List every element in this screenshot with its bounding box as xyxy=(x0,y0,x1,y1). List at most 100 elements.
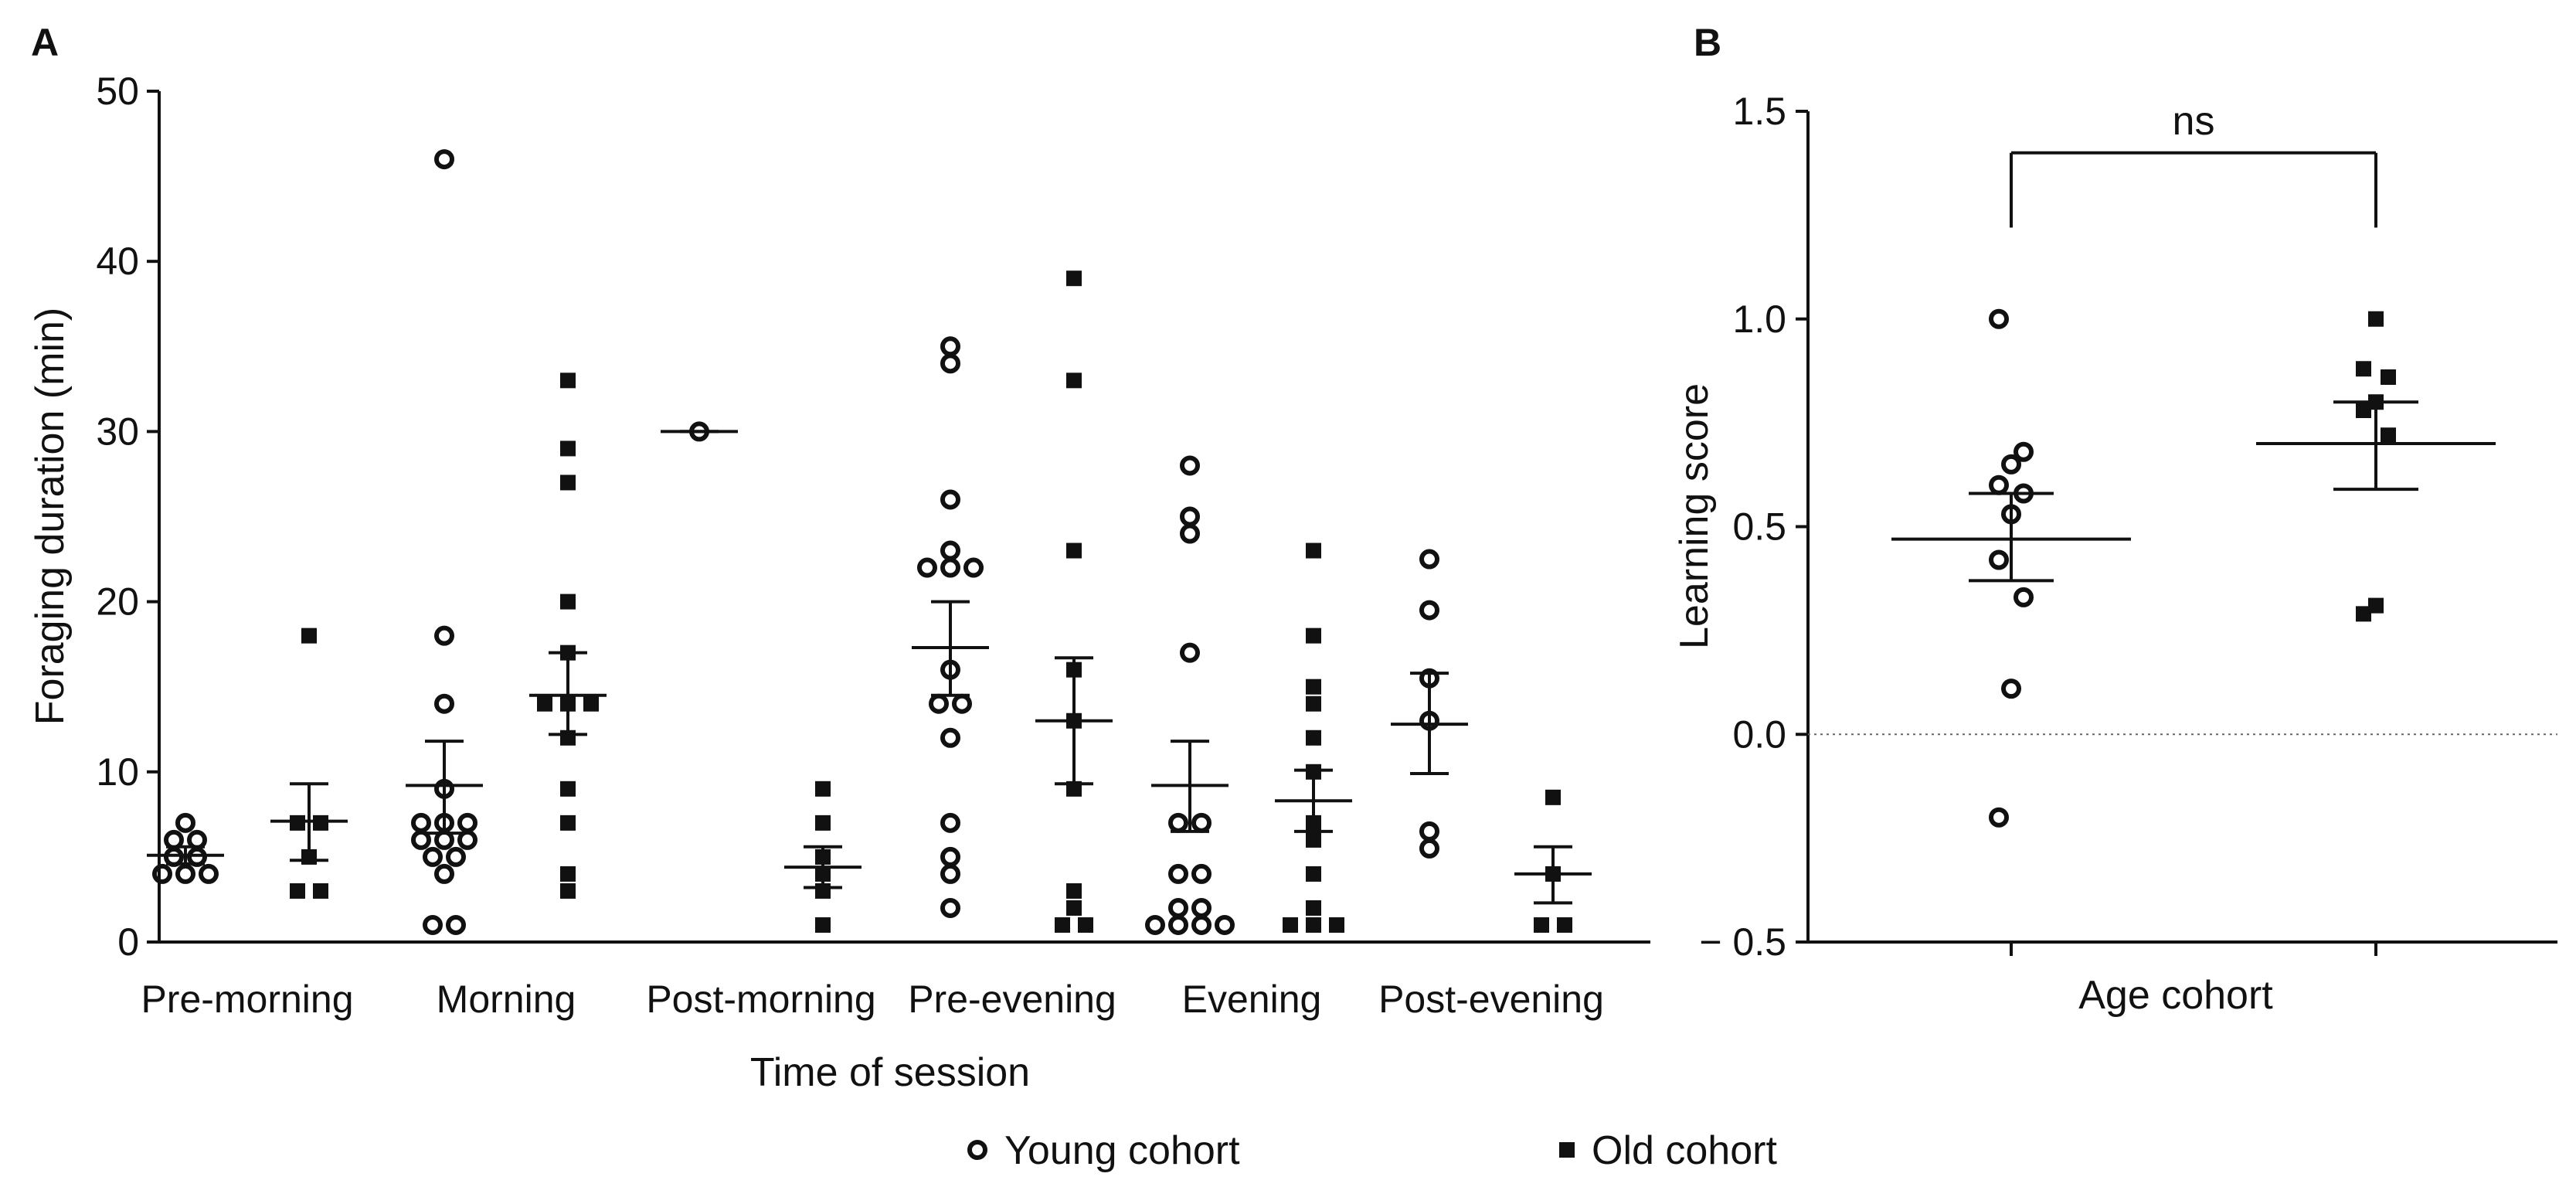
old-cohort-point xyxy=(815,917,831,933)
young-cohort-point xyxy=(940,727,960,748)
old-cohort-point xyxy=(1329,917,1344,933)
panel-a-x-tick-label: Pre-morning xyxy=(141,978,353,1021)
young-group xyxy=(912,336,989,918)
young-cohort-point xyxy=(1168,914,1188,935)
young-group xyxy=(147,812,224,884)
panel-b-marks xyxy=(1891,308,2496,828)
old-group xyxy=(784,781,861,933)
old-cohort-point xyxy=(560,594,576,610)
young-cohort-point xyxy=(952,693,972,714)
panel-b-y-tick-label: 0.0 xyxy=(1732,713,1786,756)
panel-a-y-tick-label: 10 xyxy=(96,750,139,794)
young-cohort-point xyxy=(1419,600,1439,621)
young-cohort-point xyxy=(423,846,443,867)
young-cohort-point xyxy=(434,863,454,884)
young-cohort-point xyxy=(434,149,454,170)
old-cohort-point xyxy=(1306,866,1321,882)
panel-b-y-tick-label: − 0.5 xyxy=(1699,920,1786,964)
old-cohort-point xyxy=(1306,696,1321,712)
young-cohort-point xyxy=(446,914,466,935)
old-cohort-point xyxy=(1306,730,1321,746)
young-cohort-point xyxy=(1180,455,1200,476)
young-group xyxy=(406,149,483,935)
panel-a-y-tick-label: 0 xyxy=(117,920,139,964)
old-learning-point xyxy=(2356,606,2371,622)
young-cohort-point xyxy=(940,557,960,578)
young-cohort-point xyxy=(1419,838,1439,859)
old-cohort-point xyxy=(1066,372,1082,389)
panel-a-marks xyxy=(147,149,1592,935)
old-group xyxy=(270,628,348,899)
old-cohort-point xyxy=(1557,917,1572,933)
old-cohort-point xyxy=(583,696,599,712)
old-cohort-point xyxy=(290,883,305,899)
panel-b-x-ticks xyxy=(2010,942,2377,956)
young-cohort-point xyxy=(152,863,172,884)
panel-a-x-tick-label: Morning xyxy=(437,978,576,1021)
panel-a: A Foraging duration (min) Time of sessio… xyxy=(28,21,1650,1095)
legend-old-marker xyxy=(1559,1142,1575,1158)
panel-a-y-ticks: 0 10 20 30 40 50 xyxy=(96,70,159,964)
old-learning-point xyxy=(2356,403,2371,418)
legend: Young cohort Old cohort xyxy=(967,1128,1777,1173)
significance-label: ns xyxy=(2173,99,2215,144)
old-learning-group xyxy=(2256,311,2496,622)
young-cohort-point xyxy=(1145,914,1165,935)
young-group xyxy=(1391,549,1468,859)
panel-a-y-title: Foraging duration (min) xyxy=(28,308,73,725)
old-cohort-point xyxy=(1066,883,1082,899)
young-cohort-point xyxy=(940,863,960,884)
young-learning-group xyxy=(1891,308,2131,828)
old-cohort-point xyxy=(1306,679,1321,695)
panel-a-x-tick-label: Post-morning xyxy=(646,978,875,1021)
old-group xyxy=(1035,270,1113,933)
young-cohort-point xyxy=(940,846,960,867)
young-group xyxy=(661,421,738,442)
old-cohort-point xyxy=(815,781,831,797)
old-learning-point xyxy=(2381,427,2396,444)
old-cohort-point xyxy=(1078,917,1093,933)
young-cohort-point xyxy=(1191,914,1212,935)
panel-b-x-title: Age cohort xyxy=(2078,973,2273,1018)
young-cohort-point xyxy=(1191,897,1212,918)
young-cohort-point xyxy=(940,812,960,833)
young-cohort-point xyxy=(1180,506,1200,527)
young-cohort-point xyxy=(1419,549,1439,570)
young-cohort-point xyxy=(434,625,454,646)
old-cohort-point xyxy=(313,883,328,899)
old-cohort-point xyxy=(1306,542,1321,559)
legend-young-marker xyxy=(967,1140,987,1160)
young-learning-point xyxy=(1989,807,2009,828)
panel-a-y-tick-label: 40 xyxy=(96,240,139,283)
panel-b-letter: B xyxy=(1694,21,1721,64)
panel-a-letter: A xyxy=(31,21,59,64)
old-cohort-point xyxy=(1306,900,1321,916)
young-learning-point xyxy=(2014,587,2034,607)
young-cohort-point xyxy=(1191,863,1212,884)
young-cohort-point xyxy=(423,914,443,935)
panel-b: B Learning score Age cohort ns − 0.5 0.0 0… xyxy=(1672,21,2557,1018)
young-cohort-point xyxy=(1168,897,1188,918)
young-cohort-point xyxy=(434,693,454,714)
panel-a-y-tick-label: 20 xyxy=(96,580,139,624)
panel-a-x-tick-label: Pre-evening xyxy=(908,978,1116,1021)
young-learning-point xyxy=(1989,549,2009,570)
young-cohort-point xyxy=(457,812,477,833)
old-cohort-point xyxy=(1283,917,1298,933)
old-cohort-point xyxy=(537,696,552,712)
young-cohort-point xyxy=(1419,821,1439,842)
old-cohort-point xyxy=(1066,270,1082,287)
legend-young-label: Young cohort xyxy=(1004,1128,1240,1173)
panel-b-y-tick-label: 1.0 xyxy=(1732,298,1786,341)
young-learning-point xyxy=(1989,474,2009,495)
young-learning-point xyxy=(1989,308,2009,329)
old-cohort-point xyxy=(560,440,576,457)
young-cohort-point xyxy=(1168,812,1188,833)
young-cohort-point xyxy=(940,336,960,357)
old-cohort-point xyxy=(290,815,305,831)
old-cohort-point xyxy=(301,628,317,644)
old-cohort-point xyxy=(1545,789,1561,805)
young-cohort-point xyxy=(917,557,937,578)
young-cohort-point xyxy=(940,489,960,510)
young-cohort-point xyxy=(940,540,960,561)
